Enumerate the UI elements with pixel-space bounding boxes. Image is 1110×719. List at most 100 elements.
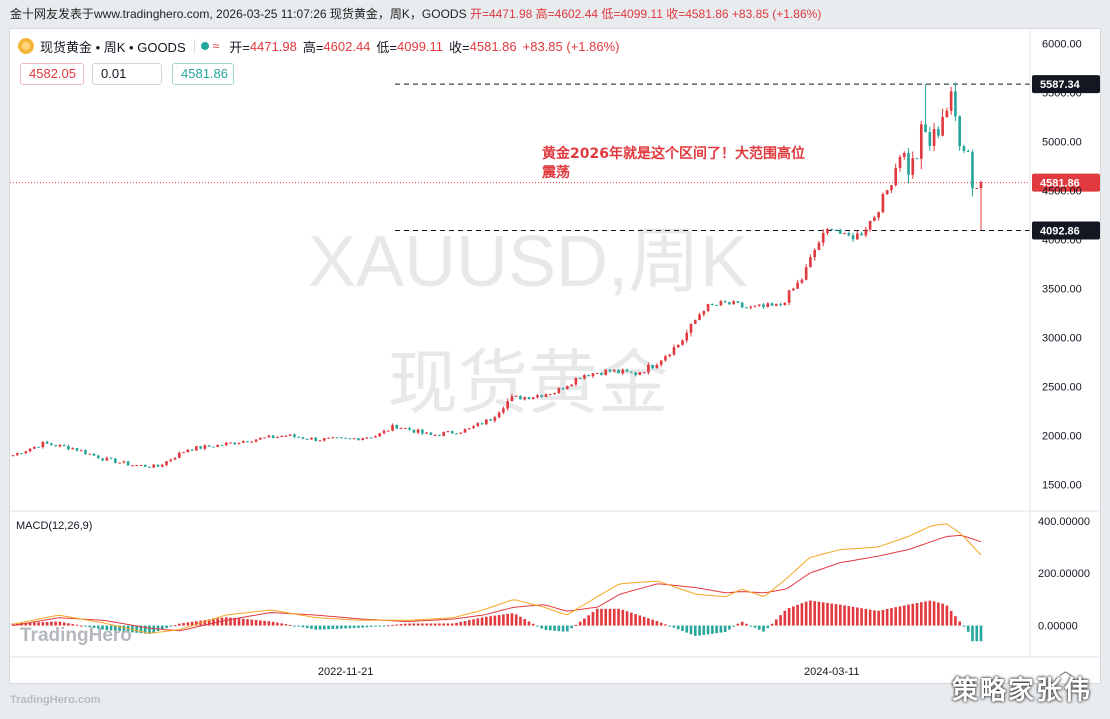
candle-body [860,233,863,236]
candle-body [442,432,446,436]
macd-histogram-bar [979,625,983,642]
status-pill[interactable]: ≈ [193,39,230,53]
macd-histogram-bar [442,623,446,626]
candle-body [352,438,356,440]
time-tick-label: 2022-11-21 [318,666,373,678]
candle-body [954,91,957,117]
candle-body [864,229,868,236]
chevron-up-icon[interactable]: ︿ [1059,663,1072,678]
candle-body [566,386,569,390]
candle-body [881,194,885,213]
candle-body [523,397,527,400]
candle-body [966,151,970,153]
macd-histogram-bar [425,623,428,626]
candle-body [340,437,343,439]
macd-histogram-bar [932,601,936,626]
macd-histogram-bar [331,625,335,630]
buy-button[interactable]: 4581.86 [172,63,234,85]
macd-histogram-bar [634,614,637,626]
watermark-line2: 现货黄金 [388,342,668,424]
last-price-tag [1032,173,1100,192]
candle-body [114,458,117,464]
macd-histogram-bar [655,621,659,626]
macd-histogram-bar [489,616,492,626]
candle-body [774,303,778,306]
macd-histogram-bar [898,606,902,626]
macd-histogram-bar [685,625,689,633]
candle-body [190,449,194,451]
candle-body [365,437,369,439]
candle-body [783,302,787,306]
candle-body [463,429,467,433]
macd-histogram-bar [578,621,582,626]
candle-body [787,290,791,303]
quantity-input[interactable]: 0.01 [92,63,162,85]
gold-coin-icon [18,38,34,54]
macd-histogram-bar [305,625,309,629]
candle-body [263,437,266,439]
sell-button[interactable]: 4582.05 [20,63,84,85]
candle-body [156,464,160,467]
candle-body [877,212,880,218]
macd-histogram-bar [612,608,616,626]
candle-body [348,438,352,440]
candlestick-chart[interactable]: XAUUSD,周K 现货黄金 5587.34 4092.86 4581.86 600… [10,29,1101,684]
candle-body [762,304,765,308]
candle-body [361,438,364,441]
macd-histogram-bar [404,623,407,626]
macd-histogram-bar [195,621,198,626]
macd-histogram-bar [945,605,949,626]
macd-histogram-bar [890,608,893,626]
macd-histogram-bar [322,625,326,630]
candle-body [169,459,173,462]
scroll-arrows[interactable]: ︿ [1059,663,1072,678]
macd-histogram-bar [838,604,842,626]
candle-body [177,452,181,458]
macd-histogram-bar [459,621,463,626]
macd-histogram-bar [732,625,735,627]
macd-histogram-bar [817,601,821,626]
macd-histogram-bar [28,622,32,626]
candle-body [642,372,646,374]
macd-histogram-bar [314,625,318,630]
macd-histogram-bar [826,602,829,626]
candle-body [621,369,625,374]
macd-histogram-bar [395,624,399,626]
candle-body [429,432,433,436]
candle-body [868,220,872,230]
candle-body [502,408,505,413]
macd-histogram-bar [574,624,578,626]
macd-histogram-bar [604,608,608,626]
macd-histogram-bar [958,621,961,626]
candle-body [327,437,330,439]
candle-body [75,448,79,451]
candle-body [271,435,275,438]
candle-body [408,427,411,430]
macd-histogram-bar [774,619,778,626]
macd-tick-label: 200.00000 [1038,568,1090,580]
candle-body [830,229,834,231]
candle-body [928,131,932,146]
candle-body [485,419,488,425]
candle-body [173,457,177,460]
price-tick-label: 4500.00 [1042,186,1082,198]
macd-histogram-bar [156,625,160,632]
macd-histogram-bar [672,625,676,628]
candle-body [664,356,667,361]
macd-histogram-bar [71,624,75,626]
macd-histogram-bar [472,619,475,626]
candle-body [455,433,458,435]
symbol-legend[interactable]: 现货黄金 • 周K • GOODS ≈ 开= 4471.98 高= 4602.44 … [18,35,625,57]
candle-body [41,441,45,448]
candle-body [600,373,603,375]
candle-body [203,445,207,449]
macd-histogram-bar [224,617,228,626]
candle-body [945,110,949,118]
candle-body [736,301,740,303]
candle-body [821,233,825,243]
macd-histogram-bar [527,621,531,626]
candle-body [971,151,974,189]
candle-body [949,91,953,111]
candle-body [587,375,590,377]
candle-body [301,437,305,439]
